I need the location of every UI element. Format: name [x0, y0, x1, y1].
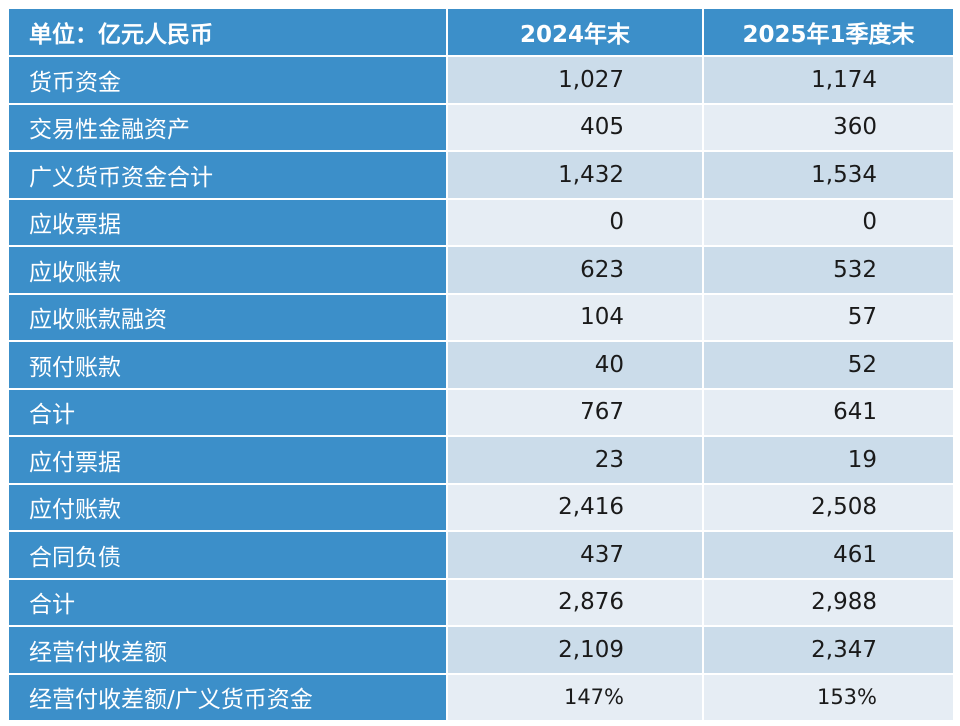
value-2024: 1,432: [446, 150, 704, 200]
row-label: 合计: [7, 577, 448, 627]
year-2024-header: 2024年末: [446, 7, 704, 57]
value-2024: 2,109: [446, 625, 704, 675]
value-2024: 1,027: [446, 55, 704, 105]
value-2024: 623: [446, 245, 704, 295]
table-body: 货币资金 1,027 1,174 交易性金融资产 405 360 广义货币资金合…: [7, 55, 955, 722]
value-2025q1: 1,174: [702, 55, 955, 105]
financial-table-container: 单位：亿元人民币 2024年末 2025年1季度末 货币资金 1,027 1,1…: [7, 7, 955, 722]
year-2025q1-header: 2025年1季度末: [702, 7, 955, 57]
value-2024: 104: [446, 292, 704, 342]
table-row: 应付账款 2,416 2,508: [7, 482, 955, 532]
value-2024: 40: [446, 340, 704, 390]
value-2024: 2,416: [446, 482, 704, 532]
table-row: 经营付收差额 2,109 2,347: [7, 625, 955, 675]
row-label: 经营付收差额: [7, 625, 448, 675]
table-row: 货币资金 1,027 1,174: [7, 55, 955, 105]
table-header: 单位：亿元人民币 2024年末 2025年1季度末: [7, 7, 955, 57]
table-row: 应收票据 0 0: [7, 197, 955, 247]
row-label: 应付票据: [7, 435, 448, 485]
row-label: 预付账款: [7, 340, 448, 390]
table-row: 预付账款 40 52: [7, 340, 955, 390]
table-row: 经营付收差额/广义货币资金 147% 153%: [7, 672, 955, 722]
value-2025q1: 532: [702, 245, 955, 295]
value-2024: 147%: [446, 672, 704, 722]
row-label: 货币资金: [7, 55, 448, 105]
value-2024: 23: [446, 435, 704, 485]
value-2025q1: 641: [702, 387, 955, 437]
value-2024: 0: [446, 197, 704, 247]
financial-table: 单位：亿元人民币 2024年末 2025年1季度末 货币资金 1,027 1,1…: [7, 7, 955, 722]
table-row: 应付票据 23 19: [7, 435, 955, 485]
row-label: 应收账款: [7, 245, 448, 295]
table-row: 交易性金融资产 405 360: [7, 102, 955, 152]
value-2025q1: 19: [702, 435, 955, 485]
value-2025q1: 0: [702, 197, 955, 247]
value-2025q1: 2,347: [702, 625, 955, 675]
row-label: 应收票据: [7, 197, 448, 247]
row-label: 应收账款融资: [7, 292, 448, 342]
row-label: 合同负债: [7, 530, 448, 580]
value-2024: 437: [446, 530, 704, 580]
value-2024: 2,876: [446, 577, 704, 627]
value-2024: 767: [446, 387, 704, 437]
row-label: 合计: [7, 387, 448, 437]
value-2025q1: 52: [702, 340, 955, 390]
unit-header: 单位：亿元人民币: [7, 7, 448, 57]
value-2025q1: 57: [702, 292, 955, 342]
row-label: 交易性金融资产: [7, 102, 448, 152]
row-label: 广义货币资金合计: [7, 150, 448, 200]
value-2025q1: 2,508: [702, 482, 955, 532]
table-row: 合计 2,876 2,988: [7, 577, 955, 627]
table-row: 合同负债 437 461: [7, 530, 955, 580]
header-row: 单位：亿元人民币 2024年末 2025年1季度末: [7, 7, 955, 57]
value-2025q1: 2,988: [702, 577, 955, 627]
row-label: 应付账款: [7, 482, 448, 532]
table-row: 广义货币资金合计 1,432 1,534: [7, 150, 955, 200]
value-2025q1: 1,534: [702, 150, 955, 200]
table-row: 应收账款融资 104 57: [7, 292, 955, 342]
value-2025q1: 461: [702, 530, 955, 580]
table-row: 应收账款 623 532: [7, 245, 955, 295]
table-row: 合计 767 641: [7, 387, 955, 437]
value-2025q1: 360: [702, 102, 955, 152]
row-label: 经营付收差额/广义货币资金: [7, 672, 448, 722]
value-2024: 405: [446, 102, 704, 152]
value-2025q1: 153%: [702, 672, 955, 722]
